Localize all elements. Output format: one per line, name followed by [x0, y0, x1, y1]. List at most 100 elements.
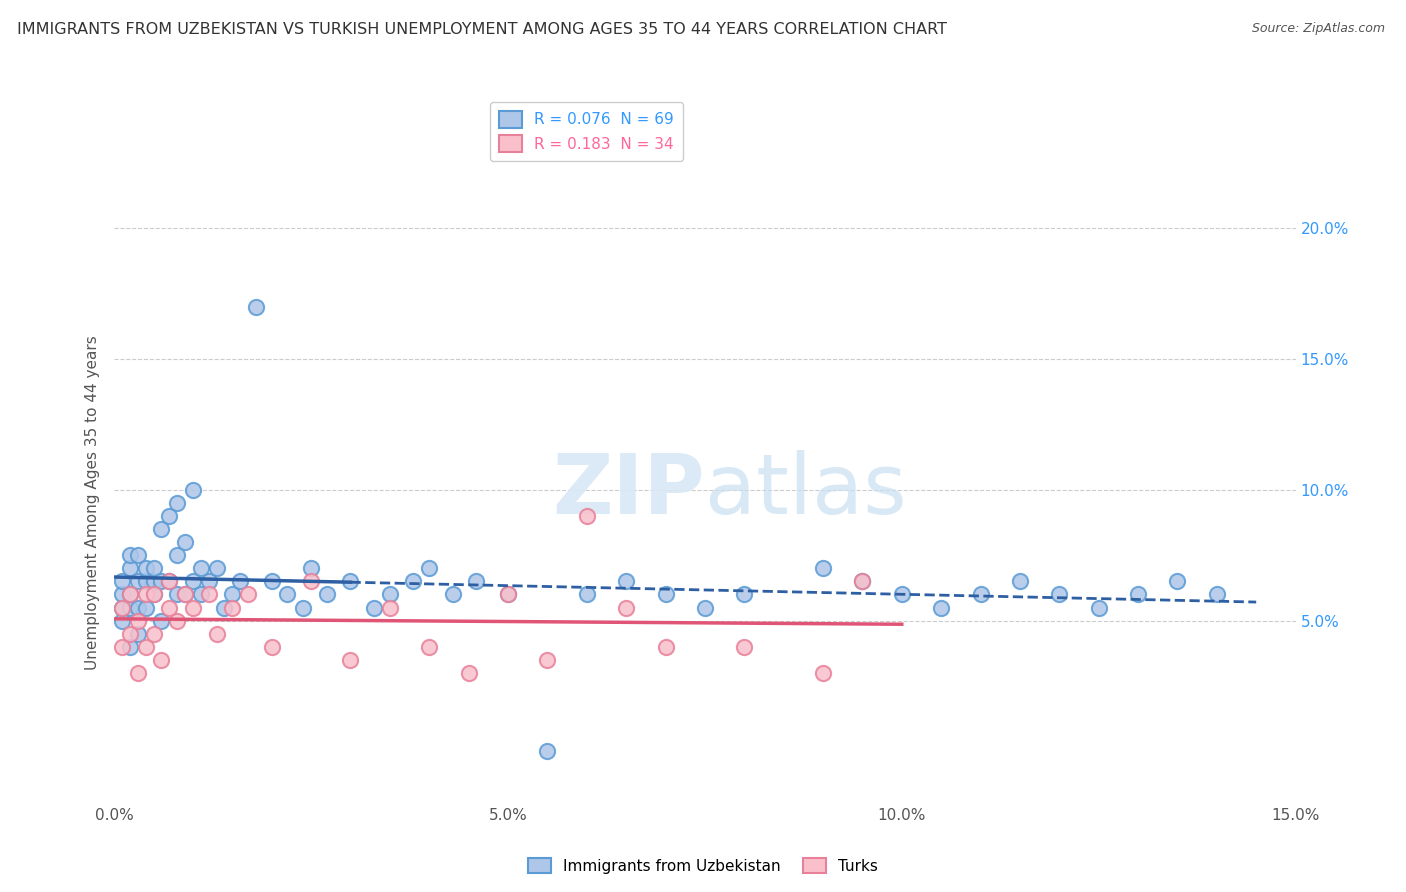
- Point: [197, 587, 219, 601]
- Point: [851, 574, 873, 589]
- Point: [457, 665, 479, 680]
- Point: [236, 587, 259, 601]
- Point: [157, 574, 180, 589]
- Text: atlas: atlas: [704, 450, 907, 532]
- Text: IMMIGRANTS FROM UZBEKISTAN VS TURKISH UNEMPLOYMENT AMONG AGES 35 TO 44 YEARS COR: IMMIGRANTS FROM UZBEKISTAN VS TURKISH UN…: [17, 22, 946, 37]
- Point: [127, 614, 149, 628]
- Point: [157, 509, 180, 524]
- Point: [166, 548, 188, 562]
- Point: [339, 574, 361, 589]
- Point: [418, 561, 440, 575]
- Point: [299, 561, 322, 575]
- Point: [111, 587, 134, 601]
- Point: [575, 509, 598, 524]
- Point: [205, 561, 228, 575]
- Point: [339, 653, 361, 667]
- Point: [157, 600, 180, 615]
- Point: [260, 640, 283, 654]
- Point: [174, 587, 197, 601]
- Point: [181, 574, 204, 589]
- Point: [299, 574, 322, 589]
- Point: [166, 496, 188, 510]
- Point: [135, 600, 157, 615]
- Point: [166, 587, 188, 601]
- Point: [127, 626, 149, 640]
- Point: [150, 614, 173, 628]
- Point: [174, 587, 197, 601]
- Point: [260, 574, 283, 589]
- Point: [292, 600, 315, 615]
- Point: [118, 587, 141, 601]
- Point: [127, 665, 149, 680]
- Legend: R = 0.076  N = 69, R = 0.183  N = 34: R = 0.076 N = 69, R = 0.183 N = 34: [491, 102, 683, 161]
- Point: [111, 600, 134, 615]
- Point: [181, 600, 204, 615]
- Point: [174, 535, 197, 549]
- Point: [536, 653, 558, 667]
- Point: [221, 600, 243, 615]
- Point: [214, 600, 236, 615]
- Point: [496, 587, 519, 601]
- Point: [1166, 574, 1188, 589]
- Text: ZIP: ZIP: [553, 450, 704, 532]
- Point: [142, 626, 165, 640]
- Point: [111, 574, 134, 589]
- Point: [190, 587, 212, 601]
- Point: [441, 587, 464, 601]
- Point: [197, 574, 219, 589]
- Point: [1205, 587, 1227, 601]
- Point: [221, 587, 243, 601]
- Point: [142, 587, 165, 601]
- Point: [127, 600, 149, 615]
- Point: [969, 587, 991, 601]
- Point: [205, 626, 228, 640]
- Point: [135, 561, 157, 575]
- Text: Source: ZipAtlas.com: Source: ZipAtlas.com: [1251, 22, 1385, 36]
- Point: [118, 548, 141, 562]
- Point: [929, 600, 952, 615]
- Point: [118, 587, 141, 601]
- Point: [614, 600, 637, 615]
- Point: [118, 561, 141, 575]
- Point: [654, 640, 676, 654]
- Point: [1047, 587, 1070, 601]
- Point: [118, 600, 141, 615]
- Point: [142, 587, 165, 601]
- Point: [1126, 587, 1149, 601]
- Point: [150, 653, 173, 667]
- Point: [418, 640, 440, 654]
- Point: [245, 300, 267, 314]
- Point: [150, 522, 173, 536]
- Point: [135, 640, 157, 654]
- Point: [127, 548, 149, 562]
- Point: [363, 600, 385, 615]
- Point: [465, 574, 488, 589]
- Point: [315, 587, 337, 601]
- Point: [229, 574, 252, 589]
- Point: [402, 574, 425, 589]
- Point: [190, 561, 212, 575]
- Point: [654, 587, 676, 601]
- Point: [614, 574, 637, 589]
- Point: [536, 744, 558, 758]
- Point: [851, 574, 873, 589]
- Point: [496, 587, 519, 601]
- Point: [166, 614, 188, 628]
- Y-axis label: Unemployment Among Ages 35 to 44 years: Unemployment Among Ages 35 to 44 years: [86, 335, 100, 671]
- Point: [693, 600, 716, 615]
- Point: [142, 561, 165, 575]
- Point: [135, 587, 157, 601]
- Point: [157, 574, 180, 589]
- Point: [111, 614, 134, 628]
- Point: [135, 574, 157, 589]
- Legend: Immigrants from Uzbekistan, Turks: Immigrants from Uzbekistan, Turks: [522, 852, 884, 880]
- Point: [378, 587, 401, 601]
- Point: [276, 587, 298, 601]
- Point: [111, 640, 134, 654]
- Point: [811, 561, 834, 575]
- Point: [1008, 574, 1031, 589]
- Point: [575, 587, 598, 601]
- Point: [150, 574, 173, 589]
- Point: [890, 587, 912, 601]
- Point: [127, 574, 149, 589]
